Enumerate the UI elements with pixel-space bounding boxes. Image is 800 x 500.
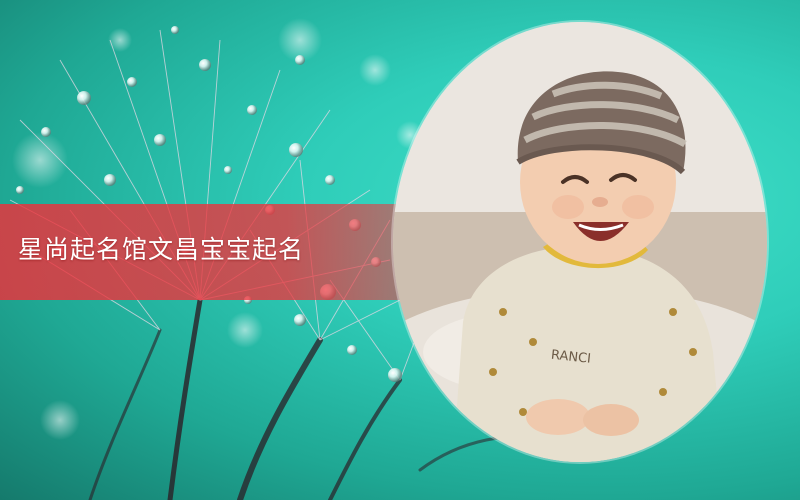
- bokeh-lights: [12, 18, 424, 440]
- shirt-print-text: RANCI: [550, 348, 591, 367]
- baby-illustration: RANCI: [393, 22, 767, 462]
- banner-title: 星尚起名馆文昌宝宝起名: [18, 235, 305, 264]
- title-banner: [0, 204, 410, 300]
- baby-photo-oval: RANCI: [393, 22, 767, 462]
